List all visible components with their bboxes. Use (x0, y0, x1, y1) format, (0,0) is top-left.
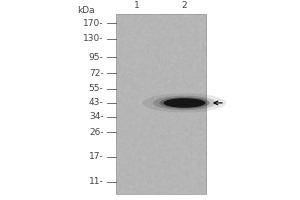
Text: 11-: 11- (89, 177, 104, 186)
Text: 34-: 34- (89, 112, 104, 121)
Text: 72-: 72- (89, 69, 104, 78)
Text: 43-: 43- (89, 98, 104, 107)
Ellipse shape (142, 93, 226, 113)
Text: 130-: 130- (83, 34, 104, 43)
Ellipse shape (164, 98, 206, 108)
Text: 170-: 170- (83, 19, 104, 28)
Text: 17-: 17- (89, 152, 104, 161)
Bar (116, 14, 206, 194)
Text: 26-: 26- (89, 128, 104, 137)
Ellipse shape (153, 96, 216, 110)
Ellipse shape (159, 97, 210, 109)
Text: 2: 2 (182, 1, 187, 10)
Text: 95-: 95- (89, 53, 104, 62)
Text: kDa: kDa (77, 6, 94, 15)
Text: 1: 1 (134, 1, 140, 10)
Text: 55-: 55- (89, 84, 104, 93)
